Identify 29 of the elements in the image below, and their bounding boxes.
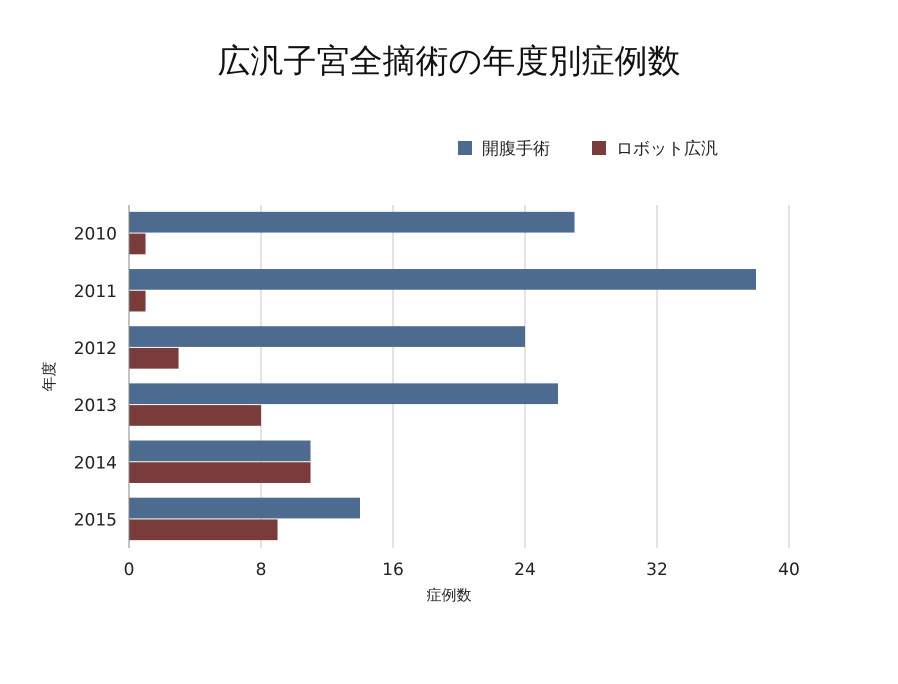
y-axis-title: 年度 [40, 362, 58, 392]
bar [129, 290, 146, 312]
bar [129, 440, 310, 462]
y-tick-label: 2010 [74, 224, 117, 245]
y-tick-label: 2014 [74, 453, 117, 474]
y-tick-label: 2015 [74, 510, 117, 530]
chart-title: 広汎子宮全摘術の年度別症例数 [218, 41, 680, 80]
x-tick-label: 32 [646, 560, 668, 580]
y-tick-label: 2013 [74, 396, 117, 416]
bar [129, 519, 278, 540]
bar [129, 269, 756, 290]
x-tick-label: 16 [382, 560, 404, 580]
legend-label: ロボット広汎 [616, 139, 718, 159]
bar [129, 348, 178, 369]
bar [129, 383, 558, 404]
bar [129, 405, 261, 426]
bar [129, 498, 360, 518]
legend-label: 開腹手術 [482, 139, 550, 159]
x-tick-label: 8 [256, 560, 266, 580]
x-tick-label: 40 [778, 560, 800, 580]
x-tick-label: 0 [124, 560, 134, 580]
bar [129, 326, 525, 347]
bar [129, 234, 146, 254]
y-tick-label: 2012 [74, 338, 117, 359]
x-axis-title: 症例数 [426, 586, 472, 604]
bar [129, 212, 574, 233]
bar [129, 462, 310, 483]
y-tick-label: 2011 [74, 282, 117, 302]
x-tick-label: 24 [514, 560, 536, 580]
